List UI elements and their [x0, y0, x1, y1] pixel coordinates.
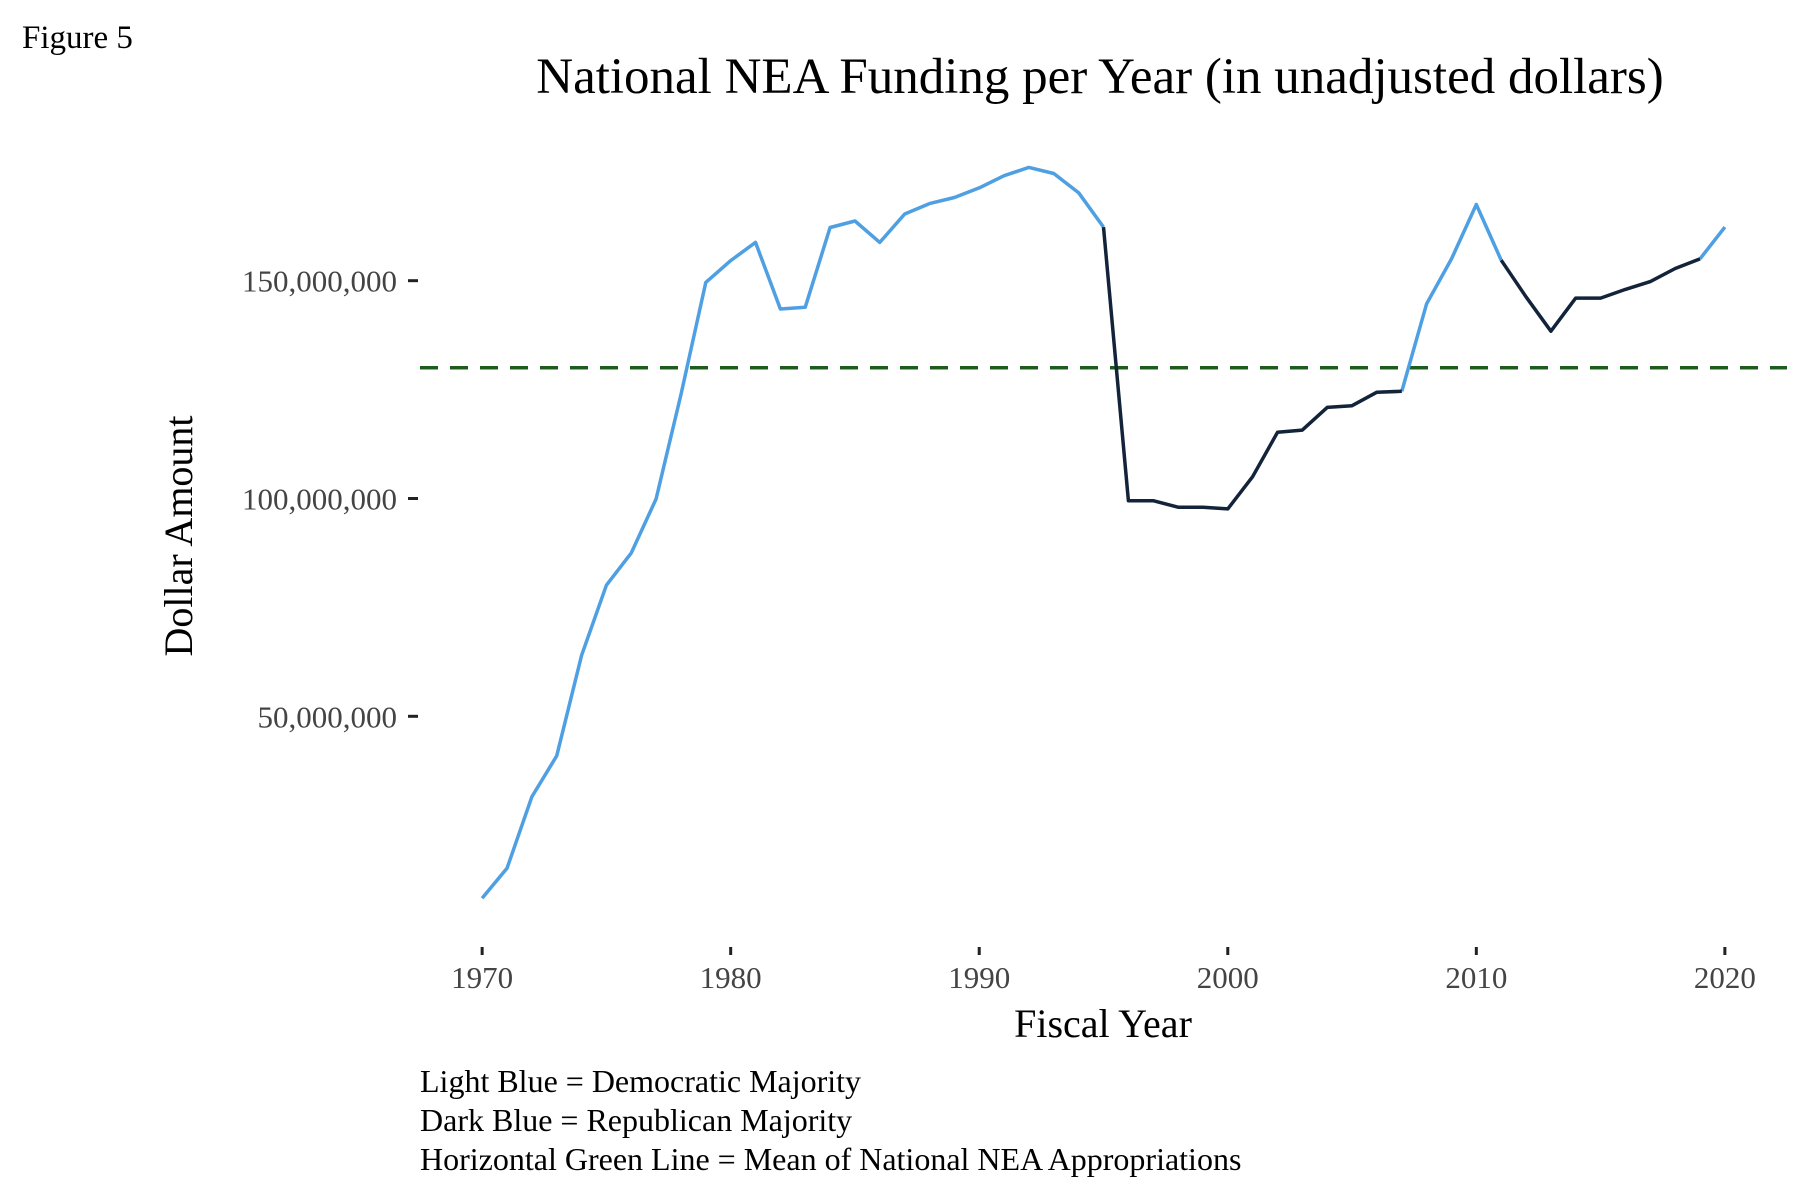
axis-layer: 1970 1980 1990 2000 2010 2020 50,000,000 100,00… — [242, 264, 1756, 995]
figure-label: Figure 5 — [22, 20, 133, 56]
series-line-democratic-1 — [480, 165, 1105, 900]
x-axis-title: Fiscal Year — [1014, 1001, 1192, 1046]
x-tick-label: 2020 — [1694, 960, 1756, 995]
caption-mean-line: Horizontal Green Line = Mean of National… — [420, 1141, 1242, 1177]
x-tick-label: 2010 — [1445, 960, 1507, 995]
series-line-republican-2 — [1499, 257, 1701, 333]
x-tick-label: 1970 — [451, 960, 513, 995]
series-line-republican-1 — [1101, 226, 1402, 511]
caption-republican: Dark Blue = Republican Majority — [420, 1102, 853, 1138]
y-tick-label: 50,000,000 — [258, 699, 398, 734]
x-tick-label: 1980 — [700, 960, 762, 995]
x-tick-label: 2000 — [1197, 960, 1259, 995]
x-tick-label: 1990 — [948, 960, 1010, 995]
series-layer — [480, 165, 1727, 900]
series-line-democratic-2 — [1400, 202, 1503, 392]
chart-caption: Light Blue = Democratic Majority Dark Bl… — [420, 1062, 1241, 1179]
y-tick-label: 150,000,000 — [242, 264, 397, 299]
series-line-democratic-3 — [1698, 226, 1727, 260]
chart-title: National NEA Funding per Year (in unadju… — [536, 49, 1664, 105]
y-tick-label: 100,000,000 — [242, 481, 397, 516]
y-axis-title: Dollar Amount — [156, 415, 201, 656]
caption-democratic: Light Blue = Democratic Majority — [420, 1063, 862, 1099]
